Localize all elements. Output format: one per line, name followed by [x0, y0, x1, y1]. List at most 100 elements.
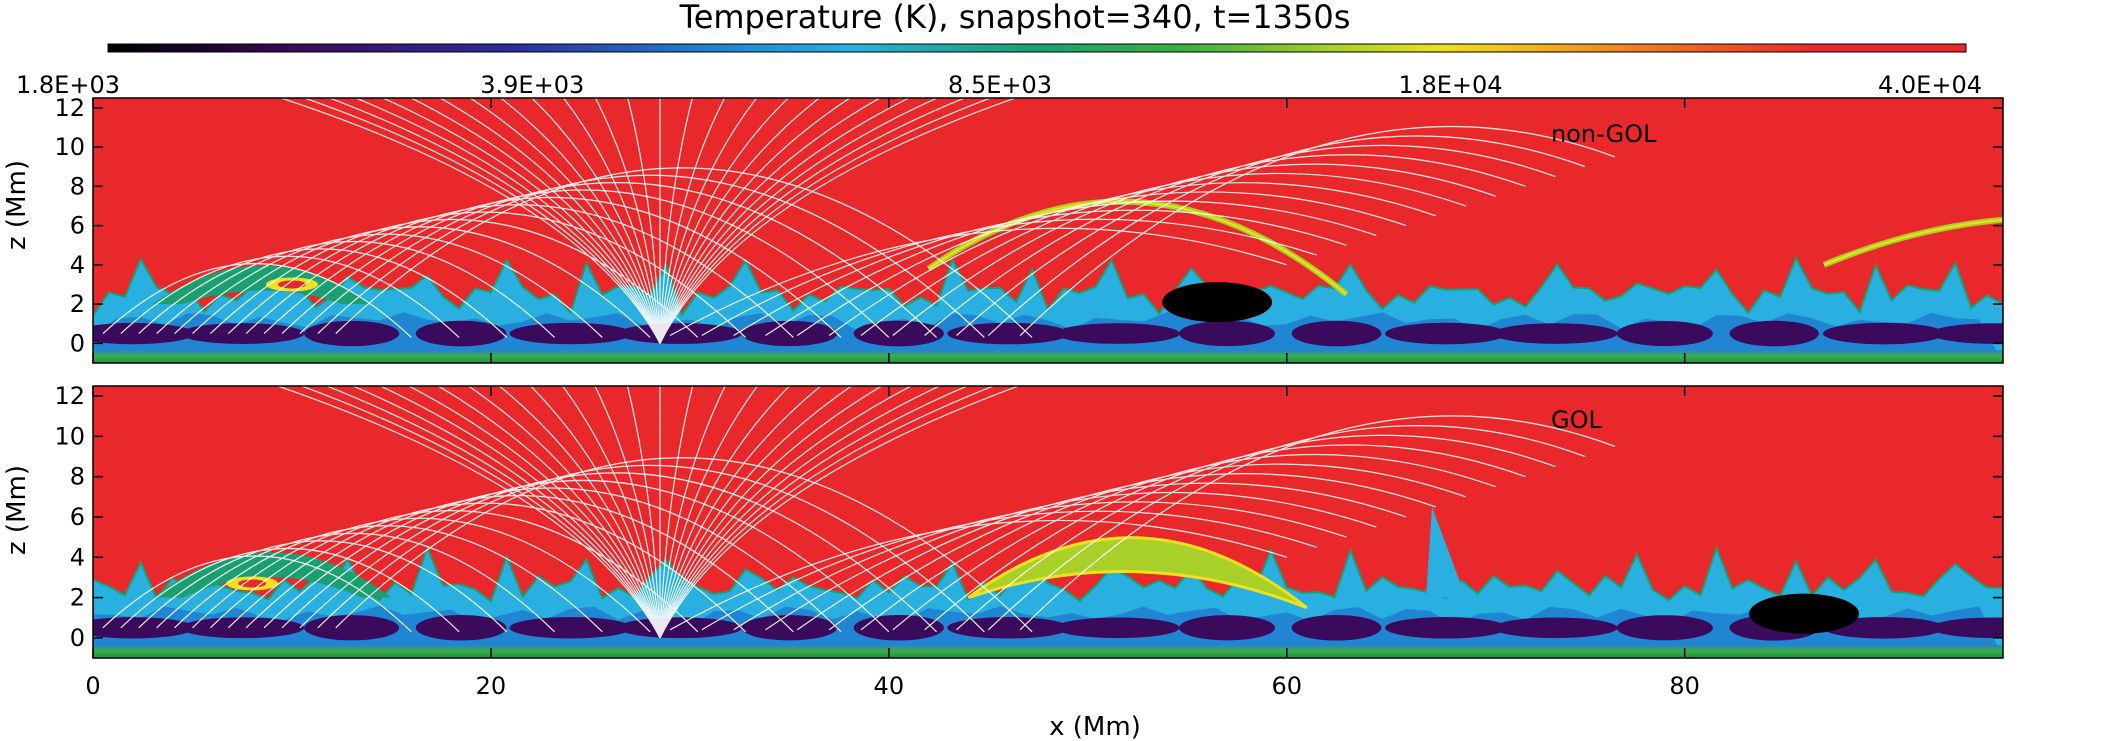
- field-line: [956, 434, 1556, 631]
- y-tick-label: 4: [70, 543, 85, 571]
- field-line: [335, 167, 1033, 338]
- y-tick-label: 10: [54, 133, 85, 161]
- field-line: [1019, 415, 1616, 631]
- field-line: [659, 98, 758, 344]
- field-line: [437, 386, 661, 639]
- field-line: [263, 196, 842, 338]
- field-line: [733, 501, 1347, 631]
- field-line: [659, 386, 853, 639]
- field-line: [562, 98, 661, 344]
- field-line: [659, 386, 822, 638]
- field-line: [796, 191, 1407, 337]
- photosphere-floor: [93, 350, 2003, 363]
- cool-pocket: [1291, 614, 1382, 641]
- cool-arc-edge: [1823, 218, 2003, 266]
- field-line: [659, 386, 995, 639]
- y-tick-label: 8: [70, 463, 85, 491]
- field-line: [299, 182, 937, 338]
- cool-pocket: [415, 320, 507, 347]
- field-line: [892, 163, 1496, 336]
- field-line: [659, 386, 913, 639]
- y-axis-label-bottom: z (Mm): [2, 465, 32, 555]
- y-tick-label: 12: [54, 94, 85, 122]
- cool-pocket: [1385, 322, 1507, 345]
- photosphere-floor: [93, 644, 2003, 658]
- cool-pocket: [180, 617, 305, 639]
- colorbar-tick-label: 1.8E+03: [16, 71, 120, 99]
- field-line: [659, 386, 969, 639]
- field-line: [279, 98, 661, 344]
- panel-label-non-gol: non-GOL: [1551, 120, 1657, 148]
- cool-pocket: [1930, 323, 2003, 344]
- y-tick-label: 4: [70, 251, 85, 279]
- field-line: [659, 98, 882, 344]
- field-line: [281, 479, 890, 633]
- field-line: [594, 98, 661, 344]
- field-line: [499, 98, 661, 344]
- panel-non-gol-frame: [92, 97, 2004, 364]
- field-line: [659, 386, 791, 638]
- field-line: [469, 98, 661, 344]
- field-line: [1019, 126, 1616, 336]
- field-line: [659, 98, 852, 344]
- field-line: [138, 248, 508, 338]
- axes: 0 2 4 6 8 10 12 0 2 4 6 8 10 12 0 20 40 60 80: [54, 94, 2003, 700]
- field-line: [227, 211, 746, 338]
- field-line: [659, 98, 693, 344]
- field-line: [498, 386, 661, 638]
- cool-pocket: [304, 615, 400, 641]
- field-line: [659, 386, 941, 639]
- field-line: [626, 386, 661, 638]
- field-line: [659, 98, 911, 344]
- field-line: [659, 386, 694, 638]
- field-line: [659, 98, 1018, 344]
- colorbar-tick-label: 3.9E+03: [480, 71, 584, 99]
- field-line: [956, 144, 1556, 336]
- cool-pocket: [1291, 320, 1382, 347]
- field-line: [156, 241, 555, 338]
- field-line: [669, 227, 1287, 337]
- x-tick-label: 0: [85, 672, 100, 700]
- field-line: [659, 98, 726, 344]
- cool-pocket: [617, 323, 742, 344]
- field-line: [659, 386, 726, 638]
- cool-pocket: [1822, 322, 1945, 345]
- cool-pocket: [93, 617, 194, 639]
- field-line: [335, 457, 1033, 633]
- field-line: [924, 154, 1526, 336]
- field-line: [796, 482, 1407, 631]
- field-line: [659, 98, 993, 344]
- y-tick-label: 10: [54, 422, 85, 450]
- field-line: [924, 444, 1526, 631]
- colorbar-tick-label: 1.8E+04: [1399, 71, 1503, 99]
- field-line: [529, 386, 661, 638]
- cool-pocket: [1616, 320, 1713, 347]
- cool-pocket: [304, 320, 400, 347]
- cool-pocket: [509, 322, 632, 345]
- cool-pocket: [1179, 615, 1276, 641]
- field-line: [317, 174, 985, 338]
- field-line: [659, 98, 966, 344]
- cool-pocket: [509, 617, 632, 639]
- field-line: [209, 218, 699, 338]
- field-line: [192, 517, 651, 633]
- cool-pocket: [1055, 617, 1180, 639]
- x-tick-label: 80: [1669, 672, 1700, 700]
- field-line: [659, 386, 883, 639]
- field-line: [659, 98, 821, 344]
- cool-pocket: [1729, 320, 1819, 347]
- x-tick-label: 20: [476, 672, 507, 700]
- dark-cool-pocket: [1162, 282, 1273, 323]
- field-line: [325, 386, 661, 639]
- cool-pocket: [617, 617, 742, 639]
- cool-pocket: [1493, 323, 1618, 344]
- field-line: [379, 386, 661, 639]
- cool-pocket: [853, 615, 944, 641]
- field-line: [156, 532, 556, 633]
- panel-gol-frame: [92, 385, 2004, 659]
- chart-title: Temperature (K), snapshot=340, t=1350s: [679, 0, 1351, 36]
- colorbar: [107, 43, 1967, 53]
- spicule-spike: [1426, 506, 1466, 598]
- panel-label-gol: GOL: [1551, 406, 1602, 434]
